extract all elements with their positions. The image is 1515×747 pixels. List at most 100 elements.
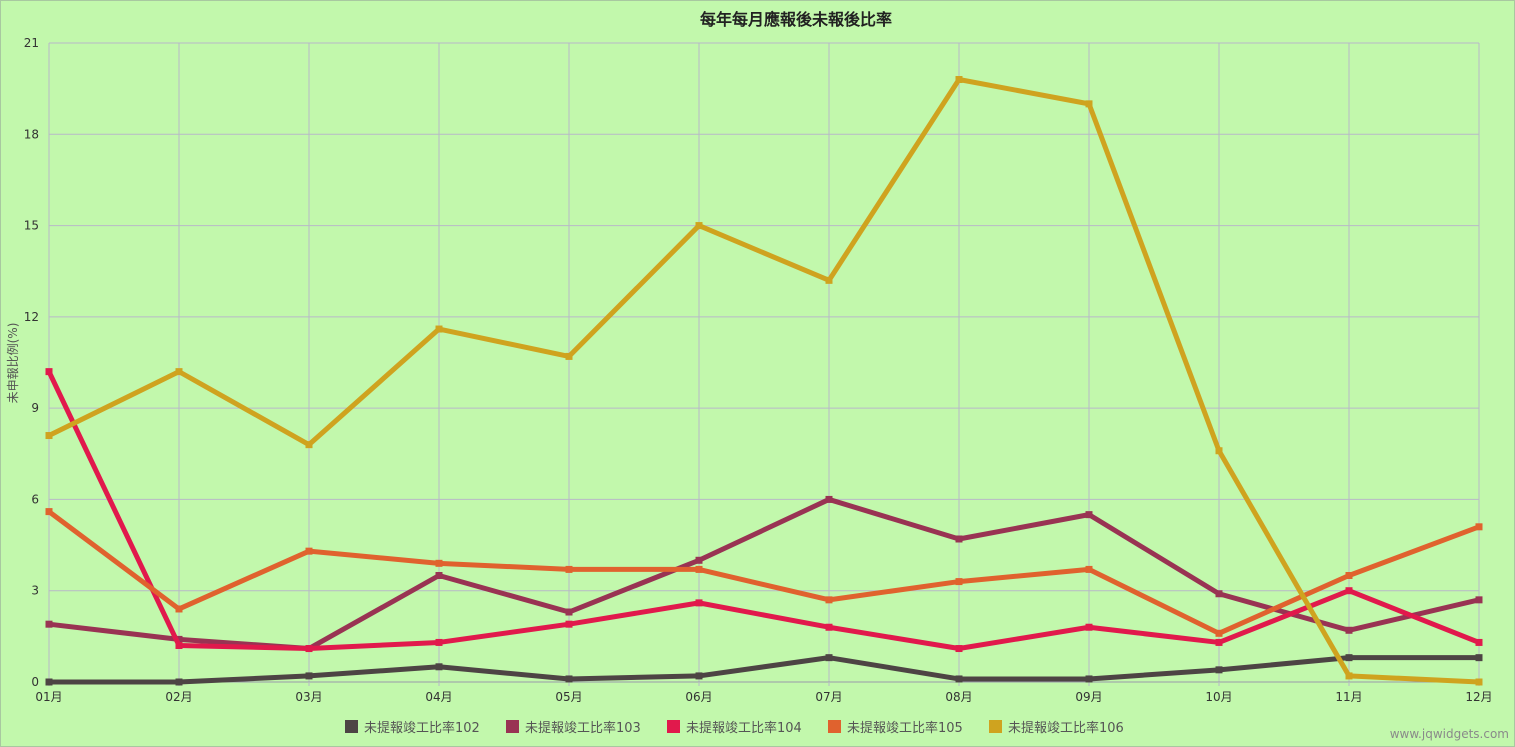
data-point[interactable] [955,578,963,586]
legend-item[interactable]: 未提報竣工比率104 [667,720,802,736]
x-tick-label: 07月 [815,690,842,704]
series-1 [45,654,1483,686]
data-point[interactable] [825,596,833,604]
series-4 [45,508,1483,637]
series-3 [45,368,1483,653]
data-point[interactable] [1475,654,1483,662]
x-tick-label: 11月 [1335,690,1362,704]
data-point[interactable] [565,620,573,628]
data-point[interactable] [175,678,183,686]
data-point[interactable] [565,565,573,573]
data-point[interactable] [955,76,963,84]
data-point[interactable] [1345,587,1353,595]
y-tick-label: 18 [24,127,39,141]
data-point[interactable] [695,599,703,607]
watermark: www.jqwidgets.com [1390,727,1509,741]
data-point[interactable] [1475,596,1483,604]
x-tick-label: 10月 [1205,690,1232,704]
data-point[interactable] [305,645,313,653]
data-point[interactable] [695,556,703,564]
data-point[interactable] [45,368,53,376]
legend-swatch [345,720,358,733]
data-point[interactable] [955,675,963,683]
data-point[interactable] [825,495,833,503]
x-tick-label: 06月 [685,690,712,704]
data-point[interactable] [1215,666,1223,674]
data-point[interactable] [825,276,833,284]
data-point[interactable] [695,565,703,573]
data-point[interactable] [175,368,183,376]
data-point[interactable] [305,547,313,555]
data-point[interactable] [1475,638,1483,646]
data-point[interactable] [565,352,573,360]
x-tick-label: 12月 [1465,690,1492,704]
series-5 [45,76,1483,686]
legend-label: 未提報竣工比率102 [364,720,480,736]
data-point[interactable] [1345,654,1353,662]
legend-label: 未提報竣工比率103 [525,720,641,736]
data-point[interactable] [435,325,443,333]
data-point[interactable] [1475,523,1483,531]
data-point[interactable] [45,620,53,628]
legend-label: 未提報竣工比率106 [1008,720,1124,736]
legend-item[interactable]: 未提報竣工比率105 [828,720,963,736]
data-point[interactable] [1085,623,1093,631]
data-point[interactable] [1085,100,1093,108]
data-point[interactable] [175,635,183,643]
data-point[interactable] [1345,572,1353,579]
legend-swatch [667,720,680,733]
x-tick-label: 01月 [35,690,62,704]
data-point[interactable] [435,663,443,671]
data-point[interactable] [955,645,963,653]
legend: 未提報竣工比率102 未提報竣工比率103 未提報竣工比率104 未提報竣工比率105… [345,720,1124,736]
data-point[interactable] [1475,678,1483,686]
data-point[interactable] [435,559,443,567]
data-point[interactable] [1345,626,1353,634]
y-tick-label: 0 [31,675,39,689]
x-tick-label: 03月 [295,690,322,704]
data-point[interactable] [1215,638,1223,646]
data-point[interactable] [175,641,183,649]
data-point[interactable] [305,672,313,680]
data-point[interactable] [1345,672,1353,680]
series-line [47,77,1480,685]
data-point[interactable] [435,638,443,646]
data-point[interactable] [955,535,963,543]
y-axis-ticks: 0 3 6 9 12 15 18 21 [24,36,39,689]
data-point[interactable] [1085,565,1093,573]
data-point[interactable] [175,605,183,613]
y-tick-label: 3 [31,584,39,598]
data-point[interactable] [825,623,833,631]
data-point[interactable] [45,678,53,686]
data-point[interactable] [825,654,833,662]
data-point[interactable] [565,608,573,616]
data-point[interactable] [1215,629,1223,637]
legend-item[interactable]: 未提報竣工比率106 [989,720,1124,736]
x-tick-label: 05月 [555,690,582,704]
data-point[interactable] [45,508,53,516]
x-tick-label: 04月 [425,690,452,704]
data-point[interactable] [565,675,573,683]
legend-swatch [506,720,519,733]
x-tick-label: 02月 [165,690,192,704]
y-tick-label: 15 [24,219,39,233]
data-point[interactable] [1215,447,1223,455]
data-point[interactable] [305,441,313,449]
data-point[interactable] [695,222,703,230]
data-point[interactable] [1085,511,1093,519]
y-tick-label: 12 [24,310,39,324]
series-line [46,370,1480,652]
y-tick-label: 21 [24,36,39,50]
data-point[interactable] [435,572,443,579]
series-lines [45,76,1483,686]
grid-lines [48,42,1480,683]
chart-title: 每年每月應報後未報後比率 [700,10,892,29]
data-point[interactable] [1215,590,1223,598]
data-point[interactable] [695,672,703,680]
data-point[interactable] [1085,675,1093,683]
data-point[interactable] [45,432,53,440]
legend-label: 未提報竣工比率105 [847,720,963,736]
legend-item[interactable]: 未提報竣工比率102 [345,720,480,736]
legend-item[interactable]: 未提報竣工比率103 [506,720,641,736]
